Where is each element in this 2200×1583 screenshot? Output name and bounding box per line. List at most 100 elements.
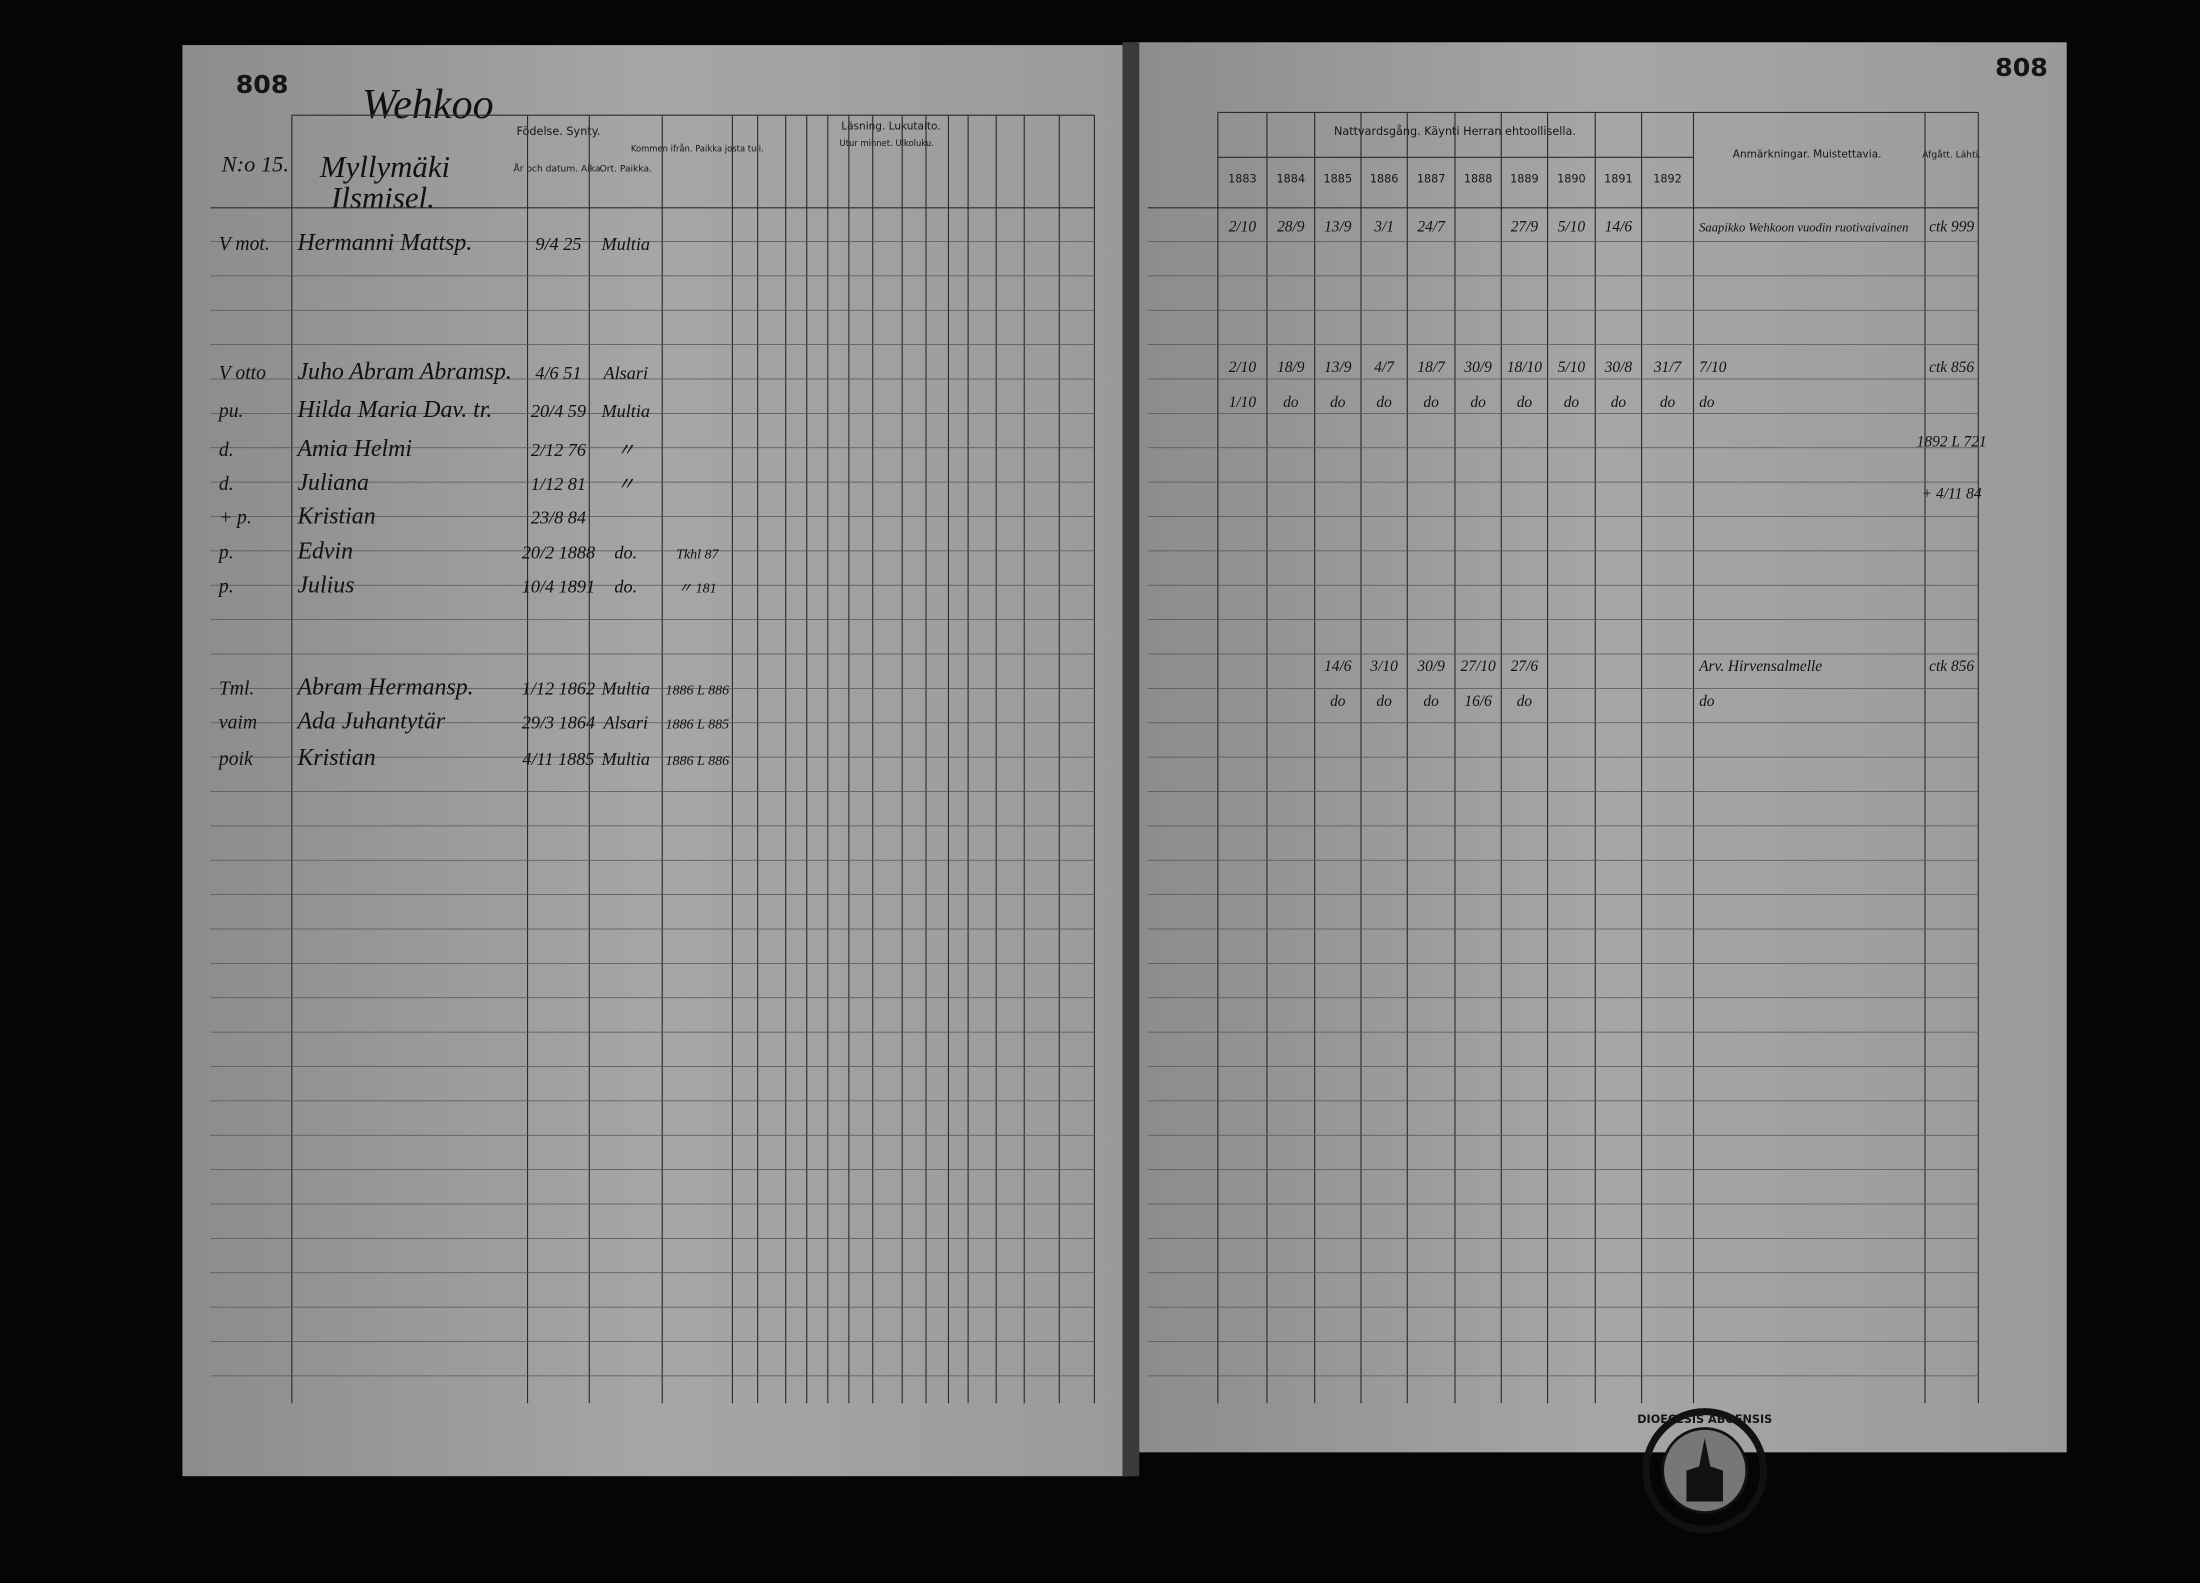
birth-place: Multia <box>600 679 650 699</box>
birth-place: Alsari <box>602 363 648 383</box>
birth-place: do. <box>614 576 637 596</box>
year-header: 1887 <box>1417 173 1446 186</box>
year-header: 1883 <box>1228 173 1257 186</box>
departed: 1892 L 721 <box>1917 433 1987 450</box>
communion-mark: 30/9 <box>1416 658 1445 675</box>
year-header: 1889 <box>1510 173 1539 186</box>
village-name: Wehkoo <box>362 81 494 128</box>
year-header: 1888 <box>1464 173 1493 186</box>
note: do <box>1699 693 1715 710</box>
note: Saapikko Wehkoon vuodin ruotivaivainen <box>1699 221 1908 235</box>
birth-date: 4/6 51 <box>535 363 581 383</box>
stamp-text: DIOECESIS ABOENSIS <box>1637 1413 1772 1426</box>
communion-mark: 28/9 <box>1277 219 1305 236</box>
entry-mark: V mot. <box>219 233 270 255</box>
communion-mark: 27/10 <box>1461 658 1496 675</box>
birth-place: Multia <box>600 234 650 254</box>
year-header: 1885 <box>1324 173 1353 186</box>
came-from: 1886 L 886 <box>666 753 730 769</box>
entry-mark: d. <box>219 439 234 461</box>
column-header: Ort. Paikka. <box>600 164 652 174</box>
communion-mark: 3/10 <box>1369 658 1398 675</box>
entry-mark: vaim <box>219 711 257 733</box>
communion-mark: 24/7 <box>1417 219 1446 236</box>
entry-mark: + p. <box>219 507 252 529</box>
birth-date: 10/4 1891 <box>522 576 595 596</box>
birth-date: 1/12 81 <box>531 474 586 494</box>
birth-place: 〃 <box>617 474 635 494</box>
departed: ctk 856 <box>1929 359 1974 376</box>
birth-place: Alsari <box>602 712 648 732</box>
year-header: 1890 <box>1557 173 1586 186</box>
column-header: Födelse. Synty. <box>517 125 601 138</box>
communion-mark: do <box>1517 693 1533 710</box>
person-name: Abram Hermansp. <box>295 675 473 701</box>
departed: ctk 999 <box>1929 219 1974 236</box>
communion-mark: 14/6 <box>1324 658 1352 675</box>
communion-mark: do <box>1611 394 1627 411</box>
communion-mark: 30/8 <box>1604 359 1633 376</box>
note: do <box>1699 394 1715 411</box>
entry-mark: p. <box>217 542 234 564</box>
person-name: Kristian <box>296 745 375 771</box>
came-from: 〃 181 <box>678 580 717 596</box>
year-header: 1886 <box>1370 173 1399 186</box>
communion-mark: do <box>1423 693 1439 710</box>
communion-mark: do <box>1283 394 1299 411</box>
communion-mark: 27/9 <box>1511 219 1539 236</box>
person-name: Hilda Maria Dav. tr. <box>296 397 492 423</box>
communion-mark: 1/10 <box>1229 394 1257 411</box>
birth-place: Multia <box>600 401 650 421</box>
house-name: Myllymäki <box>319 150 450 184</box>
communion-mark: do <box>1423 394 1439 411</box>
communion-mark: 18/9 <box>1277 359 1305 376</box>
communion-mark: 2/10 <box>1229 359 1257 376</box>
came-from: 1886 L 885 <box>666 716 730 732</box>
note: 7/10 <box>1699 359 1727 376</box>
communion-mark: do <box>1376 693 1392 710</box>
communion-mark: 31/7 <box>1653 359 1683 376</box>
column-header: Kommen ifrån. Paikka josta tuli. <box>631 144 764 154</box>
communion-mark: 5/10 <box>1558 359 1586 376</box>
communion-mark: 27/6 <box>1511 658 1539 675</box>
page-number: 808 <box>1995 53 2048 82</box>
birth-date: 23/8 84 <box>531 508 586 528</box>
birth-date: 20/2 1888 <box>522 543 595 563</box>
communion-mark: 18/7 <box>1417 359 1446 376</box>
stamp-church <box>1686 1438 1723 1502</box>
birth-date: 29/3 1864 <box>522 712 595 732</box>
column-header: Utur minnet. Ulkoluku. <box>840 138 934 148</box>
communion-mark: 30/9 <box>1463 359 1492 376</box>
person-name: Julius <box>297 572 354 598</box>
year-header: 1884 <box>1277 173 1306 186</box>
communion-mark: 14/6 <box>1605 219 1633 236</box>
communion-mark: do <box>1376 394 1392 411</box>
person-name: Juliana <box>297 470 369 496</box>
page-number: 808 <box>236 70 289 99</box>
house-number: N:o 15. <box>221 151 289 176</box>
communion-mark: 2/10 <box>1229 219 1257 236</box>
year-header: 1892 <box>1653 173 1682 186</box>
person-name: Ada Juhantytär <box>295 708 445 734</box>
entry-mark: pu. <box>217 400 244 422</box>
entry-mark: poik <box>217 748 253 770</box>
came-from: 1886 L 886 <box>666 683 730 699</box>
birth-date: 2/12 76 <box>531 440 587 460</box>
birth-place: Multia <box>600 749 650 769</box>
communion-mark: 3/1 <box>1373 219 1394 236</box>
person-name: Kristian <box>296 504 375 530</box>
communion-mark: 5/10 <box>1558 219 1586 236</box>
column-header: Afgått. Lähti. <box>1922 149 1981 160</box>
year-header: 1891 <box>1604 173 1633 186</box>
communion-mark: do <box>1330 394 1346 411</box>
entry-mark: p. <box>217 575 234 597</box>
birth-place: do. <box>614 543 637 563</box>
communion-mark: 13/9 <box>1324 359 1352 376</box>
entry-mark: V otto <box>219 362 266 384</box>
communion-mark: 4/7 <box>1374 359 1395 376</box>
left-page <box>182 45 1130 1477</box>
stamp: DIOECESIS ABOENSIS <box>1637 1408 1772 1534</box>
communion-mark: 18/10 <box>1507 359 1542 376</box>
